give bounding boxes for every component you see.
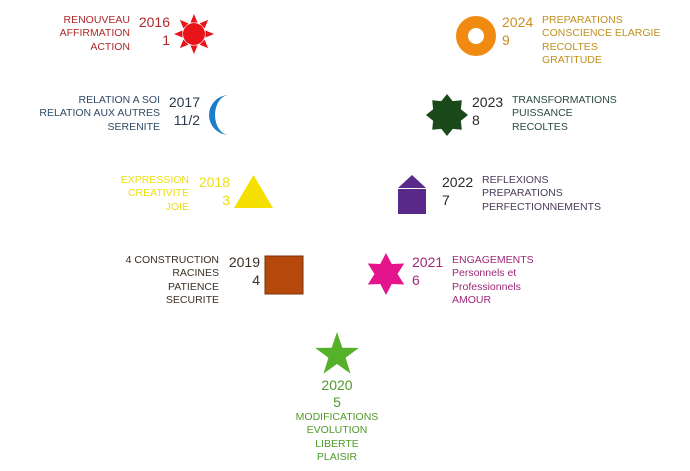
year-block: 2023 8	[472, 93, 503, 129]
keywords: TRANSFORMATIONS PUISSANCE RECOLTES	[512, 94, 617, 134]
keyword-line: TRANSFORMATIONS	[512, 94, 617, 106]
keyword-line: SECURITE	[165, 293, 219, 306]
keyword-line: RENOUVEAU	[63, 14, 130, 26]
keyword-line: EVOLUTION	[306, 424, 368, 437]
five-point-star-icon	[315, 332, 359, 374]
year-block: 2018 3	[199, 173, 230, 209]
keywords: PREPARATIONS CONSCIENCE ELARGIE RECOLTES GR…	[542, 14, 660, 67]
keywords: MODIFICATIONS EVOLUTION LIBERTE PLAISIR	[277, 411, 397, 464]
keyword-line: CREATIVITE	[127, 187, 189, 200]
keyword-line: REFLEXIONS	[482, 174, 549, 186]
keyword-line: RACINES	[172, 267, 219, 280]
triangle-icon	[234, 175, 273, 208]
crescent-moon-icon	[209, 95, 229, 135]
year-block: 2017 11/2	[169, 93, 200, 129]
year-block: 2016 1	[139, 13, 170, 49]
year-label: 2019	[228, 254, 260, 270]
number-label: 3	[222, 192, 230, 208]
house-icon	[398, 175, 426, 214]
keyword-line: AFFIRMATION	[59, 27, 130, 40]
number-label: 1	[162, 32, 170, 48]
year-block: 2019 4	[229, 253, 260, 289]
year-block: 2024 9	[502, 13, 533, 49]
number-label: 4	[252, 272, 260, 288]
keywords: ENGAGEMENTS Personnels et Professionnels AM…	[452, 254, 534, 307]
keywords: RENOUVEAU AFFIRMATION ACTION	[60, 14, 130, 54]
year-label: 2024	[502, 14, 534, 30]
number-label: 11/2	[173, 112, 200, 128]
keyword-line: LIBERTE	[315, 437, 359, 450]
keyword-line: PLAISIR	[316, 450, 358, 463]
six-point-star-icon	[367, 253, 405, 295]
keyword-line: RECOLTES	[542, 40, 598, 53]
year-label: 2022	[442, 174, 474, 190]
keyword-line: ENGAGEMENTS	[452, 254, 534, 266]
keyword-line: AMOUR	[452, 293, 492, 306]
number-label: 7	[442, 192, 450, 208]
sun-icon	[174, 14, 214, 54]
keyword-line: RELATION AUX AUTRES	[39, 107, 160, 120]
square-icon	[264, 255, 304, 295]
ring-icon	[456, 16, 496, 56]
eight-point-star-icon	[426, 94, 468, 136]
keyword-line: PERFECTIONNEMENTS	[482, 200, 602, 213]
year-label: 2018	[198, 174, 230, 190]
keyword-line: PUISSANCE	[512, 107, 573, 120]
keyword-line: ACTION	[90, 40, 130, 53]
year-block: 2021 6	[412, 253, 443, 289]
keywords: REFLEXIONS PREPARATIONS PERFECTIONNEMENTS	[482, 174, 601, 214]
year-label: 2021	[412, 254, 444, 270]
number-label: 5	[333, 394, 341, 410]
keyword-line: Professionnels	[452, 280, 521, 293]
year-label: 2017	[168, 94, 200, 110]
keyword-line: RELATION A SOI	[78, 94, 161, 106]
number-label: 8	[472, 112, 480, 128]
keyword-line: SERENITE	[107, 120, 160, 133]
keyword-line: PATIENCE	[168, 280, 219, 293]
keyword-line: 4 CONSTRUCTION	[125, 254, 219, 266]
keyword-line: Personnels et	[452, 267, 517, 280]
keyword-line: GRATITUDE	[542, 53, 602, 66]
keyword-line: RECOLTES	[512, 120, 568, 133]
keyword-line: EXPRESSION	[120, 174, 189, 186]
year-label: 2020	[321, 377, 353, 393]
number-label: 9	[502, 32, 510, 48]
year-label: 2023	[472, 94, 504, 110]
keyword-line: PREPARATIONS	[482, 187, 563, 200]
year-label: 2016	[138, 14, 170, 30]
keyword-line: MODIFICATIONS	[295, 411, 379, 423]
number-label: 6	[412, 272, 420, 288]
keywords: RELATION A SOI RELATION AUX AUTRES SERENIT…	[39, 94, 160, 134]
keyword-line: PREPARATIONS	[542, 14, 623, 26]
keywords: 4 CONSTRUCTION RACINES PATIENCE SECURITE	[126, 254, 219, 307]
year-block: 2020 5	[297, 376, 377, 411]
keyword-line: CONSCIENCE ELARGIE	[542, 27, 661, 40]
keyword-line: JOIE	[165, 200, 189, 213]
year-block: 2022 7	[442, 173, 473, 209]
keywords: EXPRESSION CREATIVITE JOIE	[121, 174, 189, 214]
